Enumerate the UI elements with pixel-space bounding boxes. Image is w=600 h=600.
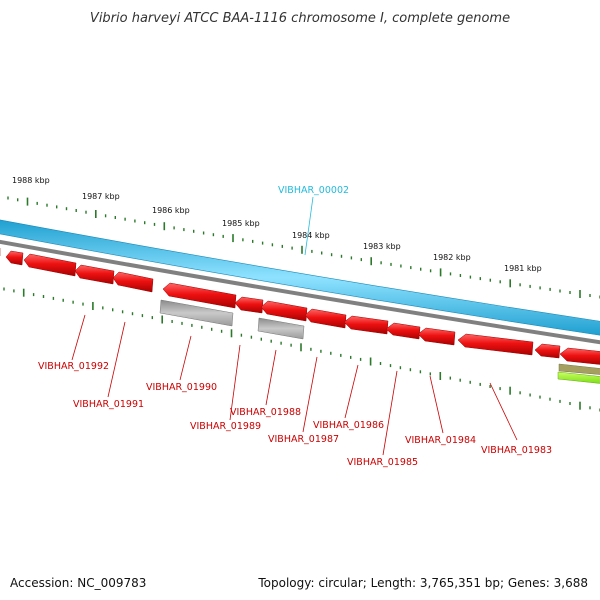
leader-line: [302, 356, 318, 433]
gene-label[interactable]: VIBHAR_01986: [313, 420, 384, 431]
rna-feature-box[interactable]: [558, 363, 600, 375]
accession-text: Accession: NC_009783: [10, 576, 147, 590]
leader-line: [489, 382, 518, 441]
scale-label-1986: 1986 kbp: [152, 206, 190, 215]
gene-arrow[interactable]: [417, 327, 456, 346]
gene-arrow[interactable]: [74, 264, 115, 285]
scale-labels: 1988 kbp 1987 kbp 1986 kbp 1985 kbp 1984…: [12, 176, 542, 273]
scale-label-1987: 1987 kbp: [82, 192, 120, 201]
gene-label[interactable]: VIBHAR_01992: [38, 361, 109, 372]
rna-feature-box[interactable]: [557, 371, 600, 384]
gene-arrow[interactable]: [385, 322, 421, 340]
gene-arrow[interactable]: [343, 315, 389, 335]
scale-label-1985: 1985 kbp: [222, 219, 260, 228]
gene-arrow[interactable]: [112, 271, 154, 293]
backbone-line: [0, 239, 600, 345]
scale-label-1988: 1988 kbp: [12, 176, 50, 185]
leader-line: [71, 314, 86, 361]
gene-arrow[interactable]: [457, 333, 534, 356]
gene-arrow[interactable]: [534, 343, 561, 359]
rna-features: [557, 363, 600, 384]
forward-strand-band: [0, 219, 600, 336]
scale-label-1982: 1982 kbp: [433, 253, 471, 262]
gene-arrow[interactable]: [234, 296, 264, 314]
pseudo-gene-box[interactable]: [257, 317, 305, 340]
leader-line: [265, 349, 277, 406]
gene-label[interactable]: VIBHAR_01987: [268, 434, 339, 445]
pseudo-genes: [159, 299, 305, 340]
gene-label[interactable]: VIBHAR_01989: [190, 421, 261, 432]
gene-arrow[interactable]: [260, 300, 308, 322]
gene-label[interactable]: VIBHAR_01988: [230, 407, 301, 418]
gene-label[interactable]: VIBHAR_01985: [347, 457, 418, 468]
scale-label-1984: 1984 kbp: [292, 231, 330, 240]
outer-scale-ticks: [7, 196, 600, 299]
leader-line-forward: [304, 196, 314, 256]
gene-label[interactable]: VIBHAR_01983: [481, 445, 552, 456]
inner-scale-ticks: [3, 287, 600, 412]
reverse-genes: [0, 247, 600, 365]
leader-line: [229, 344, 241, 421]
gene-label[interactable]: VIBHAR_01984: [405, 435, 476, 446]
pseudo-gene-box[interactable]: [159, 299, 234, 327]
gene-arrow[interactable]: [559, 347, 600, 365]
gene-arrow[interactable]: [162, 282, 237, 309]
leader-line: [382, 370, 398, 456]
gene-arrow[interactable]: [5, 250, 24, 266]
leader-line: [344, 364, 359, 419]
scale-label-1983: 1983 kbp: [363, 242, 401, 251]
map-title: Vibrio harveyi ATCC BAA-1116 chromosome …: [90, 11, 510, 26]
gene-labels: VIBHAR_00002 VIBHAR_01992 VIBHAR_01991 V…: [38, 185, 552, 468]
leader-line: [107, 321, 126, 398]
gene-label[interactable]: VIBHAR_01990: [146, 382, 217, 393]
leader-line: [179, 335, 192, 381]
gene-label[interactable]: VIBHAR_01991: [73, 399, 144, 410]
gene-label-forward[interactable]: VIBHAR_00002: [278, 185, 349, 196]
scale-label-1981: 1981 kbp: [504, 264, 542, 273]
label-leader-lines: [71, 196, 518, 456]
leader-line: [429, 375, 444, 434]
gene-arrow[interactable]: [304, 308, 347, 329]
topology-text: Topology: circular; Length: 3,765,351 bp…: [258, 576, 588, 590]
gene-arrow[interactable]: [23, 253, 77, 277]
